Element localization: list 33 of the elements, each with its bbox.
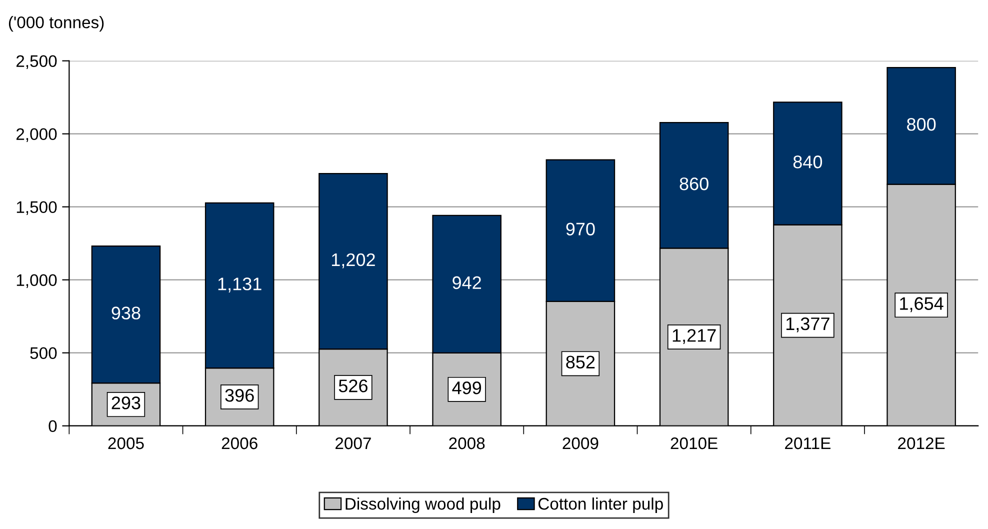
data-label: 526 [338, 380, 368, 392]
x-tick-label: 2006 [222, 437, 258, 450]
data-label: 1,217 [672, 329, 716, 344]
data-label: 860 [680, 177, 708, 190]
data-label: 970 [566, 222, 595, 236]
x-tick-label: 2005 [108, 437, 144, 450]
y-tick-label: 0 [48, 420, 57, 432]
legend-label: Dissolving wood pulp [346, 497, 500, 514]
legend-label: Cotton linter pulp [538, 497, 663, 514]
data-label: 800 [907, 118, 936, 131]
y-tick-label: 2,500 [16, 55, 57, 70]
x-tick-label: 2012E [898, 437, 945, 450]
x-tick-label: 2007 [336, 437, 371, 450]
data-label: 852 [566, 356, 595, 368]
data-label: 1,131 [218, 278, 262, 292]
y-tick-label: 1,500 [16, 201, 57, 216]
x-tick-label: 2008 [449, 437, 485, 450]
data-label: 1,654 [900, 297, 944, 312]
data-label: 942 [452, 276, 481, 290]
y-axis-title: ('000 tonnes) [8, 16, 104, 32]
y-tick-label: 1,000 [16, 274, 57, 288]
x-tick-label: 2010E [670, 437, 718, 450]
data-label: 1,202 [332, 253, 375, 268]
data-label: 499 [452, 381, 482, 394]
data-label: 396 [225, 388, 254, 402]
data-label: 1,377 [786, 317, 830, 332]
x-tick-label: 2011E [785, 437, 830, 450]
data-label: 938 [112, 306, 140, 320]
data-label: 840 [793, 156, 822, 168]
x-tick-label: 2009 [562, 437, 598, 450]
y-tick-label: 500 [30, 347, 57, 360]
data-label: 293 [112, 396, 140, 410]
y-tick-label: 2,000 [16, 128, 57, 142]
